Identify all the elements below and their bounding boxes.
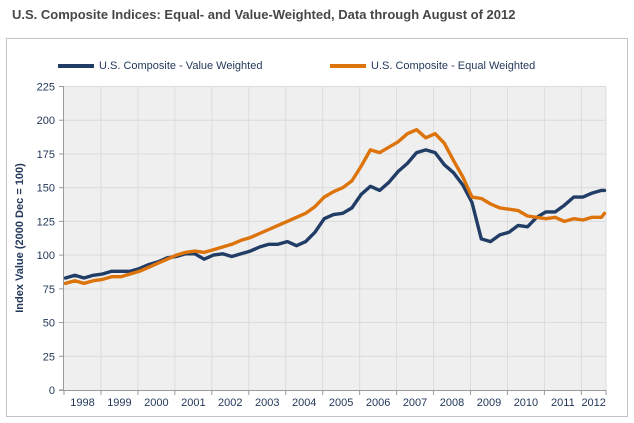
x-tick-label: 2003 <box>255 397 279 409</box>
legend-item-value-weighted: U.S. Composite - Value Weighted <box>58 59 262 73</box>
chart-title: U.S. Composite Indices: Equal- and Value… <box>12 7 516 22</box>
y-tick-label: 125 <box>37 216 55 228</box>
x-tick-label: 2002 <box>218 397 242 409</box>
y-axis-title: Index Value (2000 Dec = 100) <box>14 163 26 313</box>
x-tick-label: 2010 <box>514 397 538 409</box>
plot-area <box>64 86 606 390</box>
y-tick-label: 200 <box>37 115 55 127</box>
y-axis-tick-labels: 0 25 50 75 100 125 150 175 200 225 <box>37 82 55 398</box>
x-tick-label: 2009 <box>477 397 501 409</box>
y-tick-label: 225 <box>37 82 55 94</box>
y-tick-label: 100 <box>37 250 55 262</box>
x-tick-label: 2007 <box>403 397 427 409</box>
value-weighted-line-swatch <box>58 64 94 68</box>
equal-weighted-line-swatch <box>330 64 366 68</box>
x-tick-label: 2012 <box>581 397 605 409</box>
axes <box>59 86 607 395</box>
y-tick-label: 75 <box>43 284 55 296</box>
legend-item-equal-weighted: U.S. Composite - Equal Weighted <box>330 59 535 73</box>
y-tick-label: 0 <box>49 385 55 397</box>
legend-label-equal-weighted: U.S. Composite - Equal Weighted <box>371 60 536 72</box>
y-tick-label: 50 <box>43 318 55 330</box>
x-axis-tick-labels: 1998 1999 2000 2001 2002 2003 2004 2005 2006 2007… <box>70 397 606 409</box>
x-tick-label: 2000 <box>144 397 168 409</box>
series-line-equal-weighted <box>63 127 607 286</box>
y-tick-label: 25 <box>43 351 55 363</box>
y-tick-label: 150 <box>37 183 55 195</box>
x-tick-label: 2004 <box>292 397 316 409</box>
x-tick-label: 2001 <box>181 397 205 409</box>
legend-label-value-weighted: U.S. Composite - Value Weighted <box>99 60 263 72</box>
x-tick-label: 2005 <box>329 397 353 409</box>
x-tick-label: 1998 <box>70 397 94 409</box>
x-tick-label: 1999 <box>107 397 131 409</box>
x-tick-label: 2008 <box>440 397 464 409</box>
x-tick-label: 2006 <box>366 397 390 409</box>
gridlines <box>64 86 607 390</box>
x-tick-label: 2011 <box>551 397 575 409</box>
y-tick-label: 175 <box>37 149 55 161</box>
